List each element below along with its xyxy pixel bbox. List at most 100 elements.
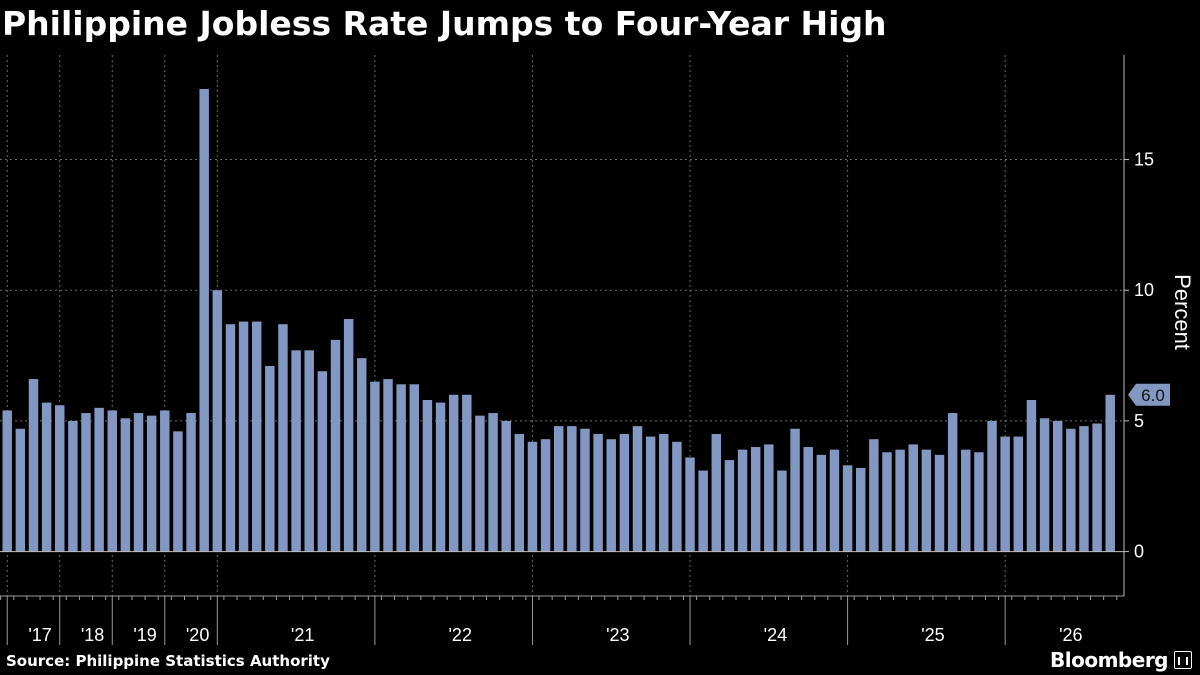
- bar: [527, 441, 538, 552]
- source-note: Source: Philippine Statistics Authority: [6, 652, 330, 670]
- bar: [961, 449, 971, 552]
- bar: [396, 384, 406, 552]
- bloomberg-mark-icon: [1174, 651, 1192, 669]
- x-tick-label: '17: [28, 625, 51, 645]
- bar: [895, 449, 905, 552]
- bar: [803, 447, 813, 552]
- bar: [435, 402, 446, 552]
- y-tick-label: 0: [1134, 542, 1144, 562]
- bar: [448, 394, 459, 552]
- bar: [107, 410, 117, 552]
- x-tick-label: '19: [133, 625, 156, 645]
- bar: [120, 418, 131, 552]
- bar: [15, 428, 26, 552]
- bar: [383, 379, 393, 552]
- bar: [343, 318, 354, 552]
- bar: [291, 350, 301, 552]
- bar: [816, 454, 827, 552]
- x-tick-label: '23: [606, 625, 629, 645]
- bar: [278, 324, 288, 552]
- y-tick-label: 10: [1134, 280, 1154, 300]
- x-tick-label: '24: [764, 625, 787, 645]
- bar: [422, 399, 433, 552]
- last-value-label: 6.0: [1141, 386, 1165, 405]
- x-tick-label: '22: [449, 625, 472, 645]
- bar: [146, 415, 157, 552]
- bar: [238, 321, 249, 552]
- bar: [947, 413, 958, 552]
- bar: [501, 420, 511, 552]
- bar: [1013, 436, 1024, 552]
- bar: [186, 413, 196, 552]
- bar: [829, 449, 840, 552]
- bars: [2, 88, 1115, 552]
- bar: [974, 452, 984, 552]
- bar: [160, 410, 170, 552]
- labels: 0 5 10 15 Percent '17 '18 '19 '20 '21 '22 '23 '24 '25…: [28, 150, 1195, 645]
- bar: [921, 449, 932, 552]
- bar: [619, 433, 630, 552]
- bar: [28, 379, 39, 552]
- bar: [750, 447, 761, 552]
- bar: [580, 428, 590, 552]
- bar: [1066, 428, 1076, 552]
- bar: [357, 358, 367, 552]
- bar: [882, 452, 892, 552]
- bar: [81, 413, 91, 552]
- bar: [251, 321, 262, 552]
- bar: [908, 444, 918, 552]
- bar: [593, 433, 603, 552]
- brand-wordmark: Bloomberg: [1050, 648, 1168, 672]
- bar: [1052, 420, 1063, 552]
- bar: [842, 465, 853, 552]
- bar: [55, 405, 65, 552]
- bar: [409, 384, 420, 552]
- bar: [41, 402, 52, 552]
- y-tick-label: 5: [1134, 411, 1144, 431]
- bar: [317, 371, 328, 552]
- bar: [934, 454, 945, 552]
- chart-title: Philippine Jobless Rate Jumps to Four-Ye…: [2, 4, 887, 43]
- bar: [514, 433, 525, 552]
- bar: [265, 366, 275, 552]
- x-tick-label: '21: [291, 625, 314, 645]
- bar: [212, 290, 223, 552]
- bar: [1000, 436, 1010, 552]
- bar: [475, 415, 485, 552]
- bar: [724, 460, 735, 552]
- bar: [567, 426, 577, 552]
- bar: [1026, 399, 1037, 552]
- bar: [685, 457, 695, 552]
- bar: [1105, 394, 1115, 552]
- bar: [173, 431, 183, 552]
- bar: [737, 449, 748, 552]
- bar: [462, 394, 472, 552]
- bar: [1039, 418, 1050, 552]
- bar: [2, 410, 12, 552]
- bar: [790, 428, 800, 552]
- last-value-badge: [1128, 383, 1170, 406]
- axes: [0, 55, 1129, 645]
- bar: [659, 433, 669, 552]
- bar: [68, 420, 78, 552]
- bar: [1092, 423, 1102, 552]
- bar: [1079, 426, 1089, 552]
- bar: [987, 420, 997, 552]
- bar: [133, 413, 144, 552]
- y-axis-label: Percent: [1170, 274, 1195, 350]
- bar: [606, 439, 616, 552]
- bar: [330, 339, 341, 552]
- bar: [304, 350, 314, 552]
- bar: [711, 433, 722, 552]
- x-tick-label: '25: [921, 625, 944, 645]
- bar: [777, 470, 787, 552]
- x-tick-label: '20: [186, 625, 209, 645]
- bar: [645, 436, 656, 552]
- bar: [553, 426, 564, 552]
- bar: [225, 324, 236, 552]
- x-tick-label: '26: [1059, 625, 1082, 645]
- bar: [869, 439, 879, 552]
- bar: [488, 413, 498, 552]
- bar: [94, 407, 104, 552]
